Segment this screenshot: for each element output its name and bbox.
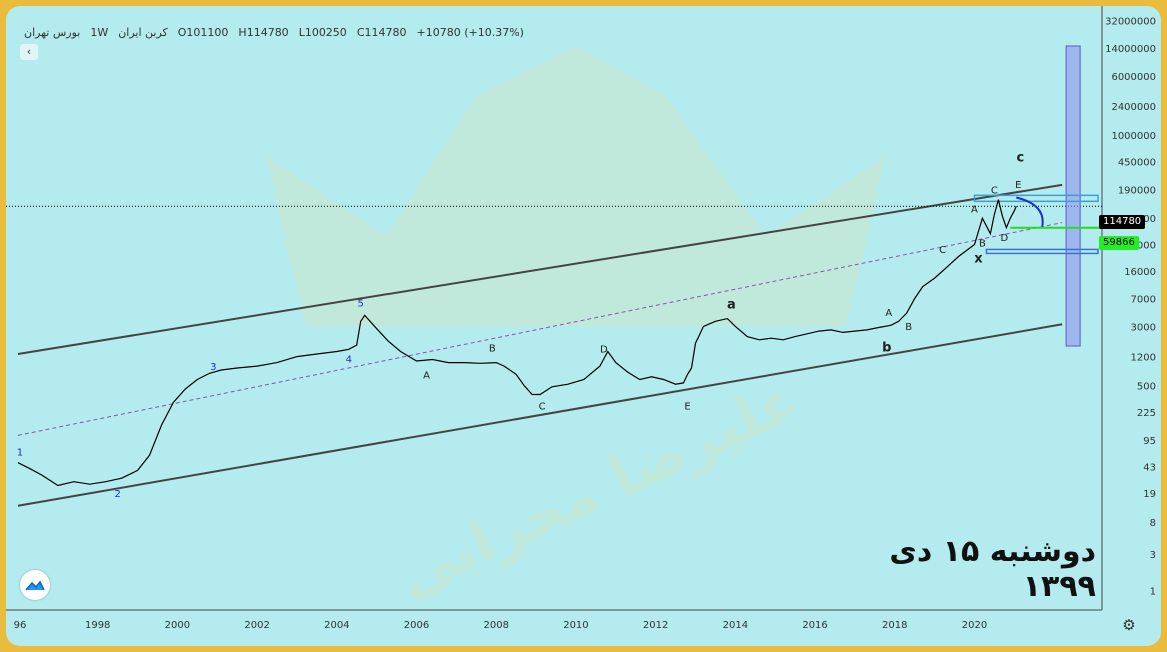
y-tick-label: 16000: [1124, 267, 1156, 278]
projection-arc: [1016, 196, 1044, 227]
symbol-label[interactable]: کربن ایران: [118, 25, 168, 39]
wave-label: B: [979, 238, 986, 249]
chevron-left-icon: ‹: [26, 45, 32, 58]
y-tick-label: 1200: [1131, 353, 1156, 364]
wave-label: C: [939, 245, 946, 256]
x-tick-label: 2010: [563, 620, 588, 631]
y-tick-label: 190000: [1118, 186, 1156, 197]
y-tick-label: 7000: [1131, 294, 1156, 305]
y-tick-label: 3: [1150, 550, 1156, 561]
wave-label: E: [1015, 180, 1021, 191]
channel-upper-line: [17, 183, 1063, 355]
symbol-legend: بورس تهران 1W کربن ایران O101100 H114780…: [24, 22, 524, 42]
change-value: +10780 (+10.37%): [416, 25, 524, 39]
support-box: [985, 248, 1099, 255]
watermark-brand: ARV: [513, 243, 660, 321]
open-value: O101100: [177, 25, 229, 39]
close-value: C114780: [356, 25, 407, 39]
wave-label: b: [882, 341, 891, 356]
watermark-crown-icon: [266, 46, 886, 326]
wave-label: 4: [346, 355, 352, 366]
y-tick-label: 500: [1137, 381, 1156, 392]
timeframe-label[interactable]: 1W: [90, 25, 109, 39]
collapse-legend-button[interactable]: ‹: [20, 44, 38, 60]
y-tick-label: 225: [1137, 408, 1156, 419]
wave-label: E: [684, 402, 690, 413]
y-tick-label: 32000000: [1105, 17, 1156, 28]
x-tick-label: 96: [14, 620, 27, 631]
low-value: L100250: [298, 25, 347, 39]
date-caption: دوشنبه ۱۵ دی ۱۳۹۹: [889, 534, 1096, 604]
wave-label: 3: [210, 362, 216, 373]
wave-label: C: [539, 402, 546, 413]
wave-label: a: [727, 297, 736, 312]
settings-gear-icon[interactable]: ⚙: [1122, 616, 1136, 634]
chart-frame: ARV علیرضا محرابی 1 3 8 19 43 95 225 500 1200 3000 7…: [6, 6, 1161, 646]
x-tick-label: 2006: [404, 620, 429, 631]
wave-label: A: [971, 205, 978, 216]
watermark-name: علیرضا محرابی: [386, 365, 810, 611]
x-tick-label: 2004: [324, 620, 349, 631]
exchange-label: بورس تهران: [24, 25, 81, 39]
y-tick-label: 8: [1150, 518, 1156, 529]
x-tick-label: 2018: [882, 620, 907, 631]
tradingview-logo[interactable]: [20, 570, 50, 600]
wave-label: 5: [358, 298, 364, 309]
wave-label: D: [1001, 233, 1009, 244]
y-tick-label: 2400000: [1111, 102, 1156, 113]
x-tick-label: 2002: [244, 620, 269, 631]
y-tick-label: 3000: [1131, 322, 1156, 333]
wave-label: c: [1016, 150, 1024, 165]
y-tick-label: 19: [1143, 489, 1156, 500]
wave-label: A: [885, 308, 892, 319]
wave-label: 1: [17, 447, 23, 458]
price-line: [17, 199, 1017, 487]
x-tick-label: 2016: [802, 620, 827, 631]
y-tick-label: 14000000: [1105, 44, 1156, 55]
channel-mid-line: [17, 222, 1063, 436]
y-tick-label: 43: [1143, 462, 1156, 473]
y-tick-label: 95: [1143, 436, 1156, 447]
wave-label: x: [974, 251, 983, 266]
wave-label: D: [600, 345, 608, 356]
wave-label: C: [991, 185, 998, 196]
level-price-tag: 59866: [1099, 236, 1139, 250]
resistance-box: [973, 194, 1099, 203]
high-value: H114780: [238, 25, 289, 39]
y-tick-label: 36000: [1124, 241, 1156, 252]
wave-label: B: [489, 344, 496, 355]
x-tick-label: 2014: [723, 620, 748, 631]
tradingview-icon: [25, 580, 45, 591]
y-tick-label: 1000000: [1111, 131, 1156, 142]
y-tick-label: 1: [1150, 586, 1156, 597]
x-tick-label: 2020: [962, 620, 987, 631]
x-tick-label: 1998: [85, 620, 110, 631]
channel-lower-line: [17, 323, 1063, 507]
y-tick-label: 450000: [1118, 157, 1156, 168]
wave-label: B: [905, 322, 912, 333]
wave-label: 2: [114, 489, 120, 500]
y-tick-label: 6000000: [1111, 72, 1156, 83]
x-tick-label: 2012: [643, 620, 668, 631]
x-tick-label: 2008: [484, 620, 509, 631]
wave-label: A: [423, 370, 430, 381]
last-price-tag: 114780: [1099, 215, 1146, 229]
x-tick-label: 2000: [165, 620, 190, 631]
